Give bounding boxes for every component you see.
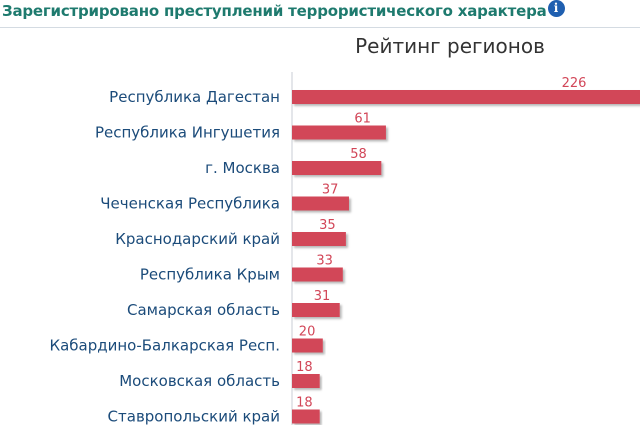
bar[interactable] — [292, 338, 323, 353]
value-label: 35 — [319, 218, 336, 233]
chart-title: Рейтинг регионов — [355, 34, 545, 58]
bar[interactable] — [292, 374, 320, 388]
bar[interactable] — [292, 232, 346, 246]
category-label: Республика Дагестан — [109, 88, 280, 106]
value-label: 18 — [296, 396, 313, 411]
bar[interactable] — [292, 90, 640, 104]
category-label: Ставропольский край — [108, 408, 280, 425]
info-icon[interactable]: i — [547, 0, 565, 17]
page-header: Зарегистрировано преступлений террористи… — [2, 0, 565, 22]
value-label: 61 — [354, 112, 371, 127]
bar[interactable] — [292, 303, 340, 317]
category-label: Самарская область — [127, 301, 280, 319]
page-title: Зарегистрировано преступлений террористи… — [2, 2, 547, 20]
value-label: 33 — [316, 254, 333, 269]
category-label: Краснодарский край — [115, 230, 280, 248]
category-label: г. Москва — [205, 159, 280, 177]
value-label: 20 — [299, 325, 316, 340]
value-label: 18 — [296, 360, 313, 375]
bar[interactable] — [292, 161, 382, 175]
bar[interactable] — [292, 125, 386, 140]
category-label: Московская область — [119, 372, 280, 390]
bar[interactable] — [292, 196, 349, 211]
category-label: Республика Крым — [140, 266, 280, 284]
category-label: Республика Ингушетия — [95, 124, 280, 142]
value-label: 58 — [350, 147, 367, 162]
value-label: 31 — [314, 289, 331, 304]
header-divider — [0, 27, 640, 28]
value-label: 226 — [562, 76, 587, 91]
category-label: Чеченская Республика — [100, 195, 280, 213]
value-label: 37 — [322, 183, 339, 198]
bar[interactable] — [292, 267, 343, 282]
category-label: Кабардино-Балкарская Респ. — [49, 337, 280, 355]
bar[interactable] — [292, 409, 320, 424]
